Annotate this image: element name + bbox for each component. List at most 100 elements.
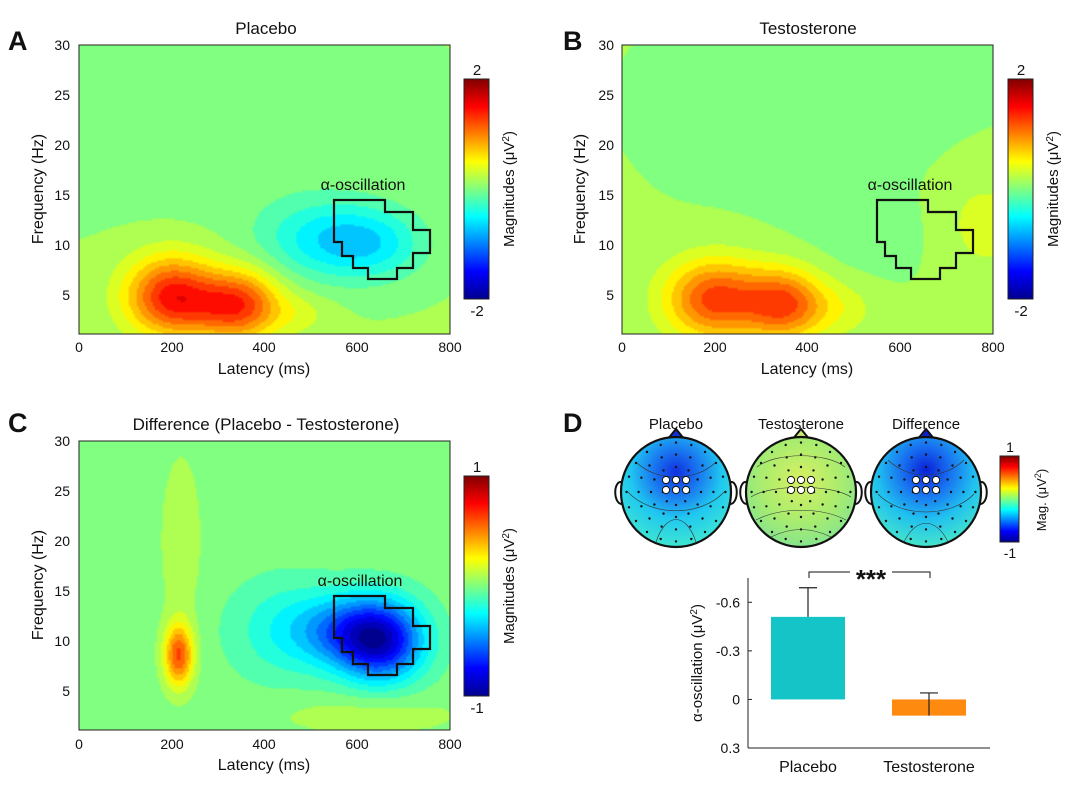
y-tick-label: 5 bbox=[62, 683, 70, 699]
electrode bbox=[959, 476, 962, 479]
electrode bbox=[724, 490, 727, 494]
electrode bbox=[903, 478, 906, 481]
alpha-region-outline bbox=[332, 198, 432, 281]
electrode bbox=[909, 537, 912, 541]
electrode bbox=[770, 530, 774, 534]
contour-line bbox=[755, 509, 847, 521]
colorbar-gradient bbox=[999, 455, 1020, 543]
electrode bbox=[784, 443, 787, 447]
electrode bbox=[709, 476, 712, 479]
electrode bbox=[846, 475, 850, 478]
electrode bbox=[774, 490, 778, 494]
heatmap-image bbox=[79, 45, 450, 334]
electrode bbox=[762, 490, 765, 494]
electrode bbox=[890, 476, 893, 479]
x-axis: 0 200 400 600 800 Latency (ms) bbox=[75, 339, 462, 378]
electrode bbox=[674, 441, 678, 444]
electrode bbox=[924, 515, 928, 519]
x-axis: 0 200 400 600 800 Latency (ms) bbox=[618, 339, 1005, 378]
region-label: α-oscillation bbox=[321, 177, 406, 194]
electrode bbox=[895, 530, 899, 534]
electrode bbox=[924, 540, 928, 543]
electrode bbox=[909, 443, 912, 447]
electrode bbox=[903, 503, 906, 506]
panel-d: D Placebo Testosterone Difference bbox=[563, 408, 1049, 776]
highlighted-electrodes bbox=[786, 475, 816, 495]
electrode bbox=[785, 456, 788, 459]
y-tick-label: 15 bbox=[54, 583, 70, 599]
electrode bbox=[765, 505, 768, 508]
electrode bbox=[712, 490, 715, 494]
region-label: α-oscillation bbox=[318, 573, 403, 590]
topomap-difference bbox=[864, 427, 988, 549]
highlighted-electrodes bbox=[911, 475, 941, 495]
contour-line bbox=[877, 493, 975, 513]
electrode bbox=[785, 525, 788, 528]
x-tick-label: 400 bbox=[795, 339, 819, 355]
electrode bbox=[937, 512, 940, 515]
y-tick-label: 10 bbox=[598, 237, 614, 253]
x-tick-label: 800 bbox=[438, 736, 462, 752]
electrode bbox=[884, 461, 888, 465]
electrode bbox=[964, 461, 968, 465]
topomap-placebo bbox=[614, 427, 738, 549]
electrode bbox=[778, 478, 781, 481]
electrode bbox=[951, 517, 954, 520]
heatmap-image bbox=[79, 441, 450, 730]
contour-line bbox=[655, 519, 697, 543]
electrode bbox=[890, 505, 893, 508]
colorbar-max: 2 bbox=[1017, 62, 1025, 79]
electrode bbox=[648, 464, 651, 467]
electrode bbox=[674, 465, 678, 469]
colorbar-gradient bbox=[1007, 78, 1034, 300]
electrode bbox=[898, 464, 901, 467]
electrode bbox=[765, 476, 768, 479]
y-tick-label: 15 bbox=[54, 187, 70, 203]
x-tick-label: 0 bbox=[75, 339, 83, 355]
contour-line bbox=[903, 523, 949, 543]
colorbar-max: 1 bbox=[1006, 439, 1014, 455]
electrode bbox=[875, 490, 878, 494]
electrode bbox=[824, 490, 828, 494]
bar-chart: -0.6 -0.3 0 0.3 Placebo Testosterone α-oscilla… bbox=[689, 564, 990, 776]
highlighted-electrode bbox=[921, 475, 931, 485]
electrode bbox=[849, 490, 852, 494]
head-ear-left bbox=[739, 481, 748, 505]
panel-title: Testosterone bbox=[759, 19, 856, 38]
electrode bbox=[937, 469, 940, 472]
y-tick-label: 25 bbox=[54, 87, 70, 103]
electrode bbox=[887, 490, 890, 494]
significance-bracket: *** bbox=[808, 564, 931, 594]
electrode bbox=[934, 500, 937, 503]
y-axis-title: Frequency (Hz) bbox=[30, 530, 47, 640]
electrode bbox=[839, 461, 843, 465]
electrode bbox=[877, 506, 881, 509]
head-ear-left bbox=[614, 481, 623, 505]
electrode bbox=[778, 503, 781, 506]
bar-chart-axes: -0.6 -0.3 0 0.3 Placebo Testosterone α-oscilla… bbox=[689, 578, 990, 776]
alpha-region-outline bbox=[875, 198, 975, 281]
x-tick-label: 0 bbox=[618, 339, 626, 355]
y-axis-title: Frequency (Hz) bbox=[30, 134, 47, 244]
electrode bbox=[640, 505, 643, 508]
y-tick-label: 0.3 bbox=[721, 740, 741, 756]
electrode bbox=[687, 512, 690, 515]
electrode bbox=[674, 515, 678, 519]
electrode bbox=[799, 441, 803, 444]
y-tick-label: -0.3 bbox=[716, 643, 740, 659]
colorbar: 2 -2 Magnitudes (μV2) bbox=[463, 62, 518, 320]
colorbar-label: Magnitudes (μV2) bbox=[1045, 131, 1063, 247]
panel-letter: B bbox=[563, 26, 583, 56]
electrode bbox=[910, 456, 913, 459]
bar-placebo bbox=[771, 616, 845, 700]
highlighted-electrode bbox=[671, 475, 681, 485]
panel-c: C Difference (Placebo - Testosterone) α-… bbox=[8, 408, 518, 774]
panel-letter: C bbox=[8, 408, 28, 438]
colorbar-gradient bbox=[463, 475, 490, 697]
panel-letter: D bbox=[563, 408, 583, 438]
x-tick-label: 200 bbox=[703, 339, 727, 355]
electrode bbox=[701, 517, 704, 520]
topomap-title: Testosterone bbox=[758, 416, 844, 433]
panel-b: B Testosterone α-oscillation 0 200 400 6… bbox=[563, 19, 1062, 378]
y-tick-label: 0 bbox=[732, 691, 740, 707]
